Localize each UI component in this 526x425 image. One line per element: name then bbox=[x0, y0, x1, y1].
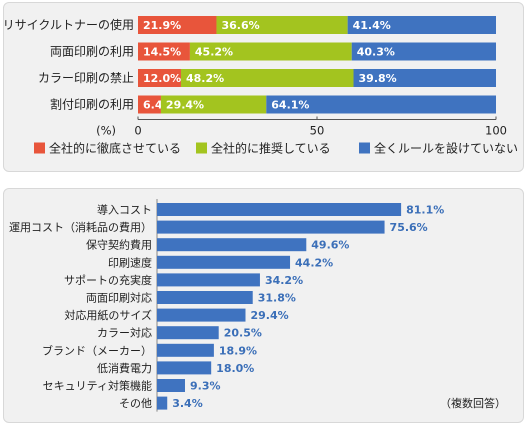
value-label: 3.4% bbox=[172, 397, 203, 410]
bar-segment bbox=[138, 95, 161, 114]
segment-value-label: 21.9% bbox=[143, 19, 181, 32]
category-label: その他 bbox=[119, 397, 152, 410]
bar bbox=[157, 396, 168, 410]
value-label: 20.5% bbox=[224, 327, 262, 340]
bar-segment bbox=[351, 42, 496, 61]
legend-label: 全くルールを設けていない bbox=[374, 141, 518, 156]
category-label: サポートの充実度 bbox=[64, 273, 152, 287]
category-label: ブランド（メーカー） bbox=[42, 343, 152, 357]
segment-value-label: 45.2% bbox=[195, 46, 233, 59]
bar-segment bbox=[189, 42, 352, 61]
segment-value-label: 41.4% bbox=[353, 19, 391, 32]
bar bbox=[157, 238, 307, 252]
bar-segment bbox=[353, 69, 496, 87]
bar bbox=[157, 308, 246, 322]
bar bbox=[157, 343, 214, 357]
bar bbox=[157, 220, 385, 234]
horizontal-bar-chart: 導入コスト 81.1% 運用コスト（消耗品の費用） 75.6% 保守契約費用 49.6% 印… bbox=[9, 199, 506, 412]
category-label: カラー印刷の禁止 bbox=[38, 71, 134, 85]
x-tick-label: 100 bbox=[485, 124, 507, 138]
legend-label: 全社的に推奨している bbox=[211, 141, 331, 156]
bar bbox=[157, 203, 402, 216]
segment-value-label: 14.5% bbox=[143, 46, 181, 59]
category-label: リサイクルトナーの使用 bbox=[4, 17, 134, 32]
category-label: セキュリティ対策機能 bbox=[43, 379, 152, 393]
bar bbox=[157, 361, 212, 375]
category-label: 両面印刷の利用 bbox=[50, 45, 134, 59]
category-label: 保守契約費用 bbox=[86, 238, 152, 252]
x-tick-label: 0 bbox=[134, 124, 141, 138]
value-label: 9.3% bbox=[190, 380, 221, 393]
category-label: 割付印刷の利用 bbox=[50, 97, 134, 112]
segment-value-label: 48.2% bbox=[186, 72, 224, 85]
value-label: 81.1% bbox=[406, 204, 444, 217]
bar bbox=[157, 273, 260, 287]
category-label: 導入コスト bbox=[97, 203, 152, 217]
value-label: 49.6% bbox=[311, 239, 349, 252]
legend-label: 全社的に徹底させている bbox=[49, 141, 181, 156]
bar-segment bbox=[138, 42, 190, 61]
value-label: 44.2% bbox=[295, 256, 333, 269]
segment-value-label: 40.3% bbox=[357, 46, 395, 59]
axis-unit-label: (%) bbox=[96, 124, 116, 138]
value-label: 34.2% bbox=[265, 274, 303, 287]
value-label: 18.0% bbox=[216, 362, 254, 375]
segment-value-label: 12.0% bbox=[143, 72, 181, 85]
bar-segment bbox=[266, 95, 496, 114]
category-label: 低消費電力 bbox=[97, 361, 152, 375]
value-label: 75.6% bbox=[390, 221, 428, 234]
stacked-bar-chart: リサイクルトナーの使用 21.9% 36.6% 41.4% 両面印刷の利用 14.5% 45… bbox=[4, 16, 518, 156]
category-label: 両面印刷対応 bbox=[86, 291, 152, 305]
segment-value-label: 39.8% bbox=[359, 72, 397, 85]
bar-segment bbox=[160, 95, 267, 114]
bar bbox=[157, 379, 185, 392]
value-label: 18.9% bbox=[219, 344, 257, 357]
value-label: 31.8% bbox=[258, 292, 296, 305]
bar bbox=[157, 291, 253, 304]
segment-value-label: 36.6% bbox=[221, 19, 259, 32]
stacked-bar-chart-panel: リサイクルトナーの使用 21.9% 36.6% 41.4% 両面印刷の利用 14.5% 45… bbox=[3, 2, 524, 172]
bar-segment bbox=[347, 16, 496, 34]
value-label: 29.4% bbox=[250, 309, 288, 322]
category-label: 対応用紙のサイズ bbox=[64, 308, 152, 322]
bar-segment bbox=[138, 16, 217, 34]
legend-swatch bbox=[359, 142, 370, 154]
bar bbox=[157, 255, 291, 269]
multiple-answer-note: （複数回答） bbox=[440, 396, 506, 410]
horizontal-bar-chart-panel: 導入コスト 81.1% 運用コスト（消耗品の費用） 75.6% 保守契約費用 49.6% 印… bbox=[3, 188, 524, 423]
bar-segment bbox=[216, 16, 348, 34]
bar-segment bbox=[138, 69, 181, 87]
category-label: カラー対応 bbox=[97, 326, 152, 340]
bar-segment bbox=[180, 69, 354, 87]
segment-value-label: 64.1% bbox=[271, 99, 309, 112]
segment-value-label: 29.4% bbox=[166, 99, 204, 112]
category-label: 運用コスト（消耗品の費用） bbox=[9, 220, 152, 234]
category-label: 印刷速度 bbox=[108, 255, 152, 269]
x-tick-label: 50 bbox=[310, 124, 325, 138]
bar bbox=[157, 326, 219, 340]
legend-swatch bbox=[34, 142, 45, 154]
legend-swatch bbox=[196, 142, 207, 154]
